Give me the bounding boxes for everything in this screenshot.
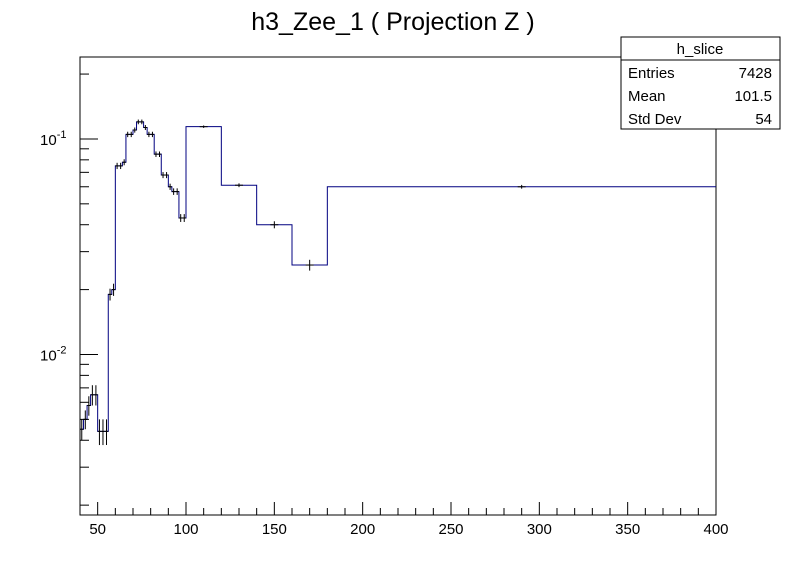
- x-tick-label-200: 200: [350, 521, 375, 538]
- x-tick-label-150: 150: [262, 521, 287, 538]
- bin-marker-17: [140, 119, 144, 125]
- bin-marker-31: [235, 183, 243, 188]
- bin-marker-8: [108, 288, 112, 301]
- chart-title: h3_Zee_1 ( Projection Z ): [251, 8, 534, 36]
- bin-marker-11: [118, 162, 123, 170]
- stats-stddev-value: 54: [755, 111, 772, 128]
- bin-marker-15: [133, 127, 137, 133]
- bin-marker-9: [111, 283, 116, 296]
- bin-marker-4: [94, 385, 98, 406]
- bin-marker-25: [168, 183, 172, 190]
- stats-box-title: h_slice: [677, 41, 724, 58]
- bin-marker-10: [115, 162, 119, 170]
- bin-marker-34: [517, 184, 526, 189]
- bin-marker-22: [157, 151, 162, 157]
- stats-box-frame: [620, 36, 781, 130]
- bin-marker-23: [161, 172, 165, 179]
- bin-marker-12: [122, 159, 126, 166]
- bin-marker-13: [125, 131, 130, 138]
- histogram-outline: [80, 121, 716, 432]
- bin-marker-30: [199, 125, 208, 128]
- y-tick-label-1: 10-1: [40, 129, 66, 149]
- bin-marker-0: [80, 419, 84, 441]
- bin-marker-16: [136, 119, 141, 125]
- x-tick-label-300: 300: [527, 521, 552, 538]
- bin-marker-32: [270, 221, 279, 229]
- x-tick-label-100: 100: [173, 521, 198, 538]
- bin-marker-3: [90, 385, 95, 406]
- stats-stddev-label: Std Dev: [628, 111, 682, 128]
- stats-mean-value: 101.5: [734, 88, 772, 105]
- bin-marker-20: [150, 131, 155, 138]
- bin-marker-6: [101, 419, 105, 446]
- bin-marker-27: [175, 188, 179, 195]
- bin-marker-33: [305, 259, 314, 271]
- bin-marker-26: [171, 188, 176, 195]
- bin-marker-2: [87, 396, 91, 416]
- stats-entries-value: 7428: [739, 65, 772, 82]
- bin-marker-14: [129, 131, 133, 138]
- bin-marker-18: [143, 125, 148, 131]
- bin-marker-7: [104, 419, 109, 446]
- x-tick-label-250: 250: [438, 521, 463, 538]
- stats-mean-label: Mean: [628, 88, 666, 105]
- x-tick-label-400: 400: [703, 521, 728, 538]
- stats-box: h_slice Entries 7428 Mean 101.5 Std Dev …: [620, 36, 781, 130]
- bin-marker-29: [182, 214, 186, 222]
- bin-marker-19: [147, 131, 151, 138]
- y-tick-label-0: 10-2: [40, 344, 66, 364]
- x-tick-label-50: 50: [89, 521, 106, 538]
- bin-marker-21: [154, 151, 158, 157]
- x-tick-label-350: 350: [615, 521, 640, 538]
- bin-marker-28: [178, 214, 183, 222]
- bin-marker-5: [97, 419, 102, 446]
- bin-marker-24: [164, 172, 169, 179]
- stats-entries-label: Entries: [628, 65, 675, 82]
